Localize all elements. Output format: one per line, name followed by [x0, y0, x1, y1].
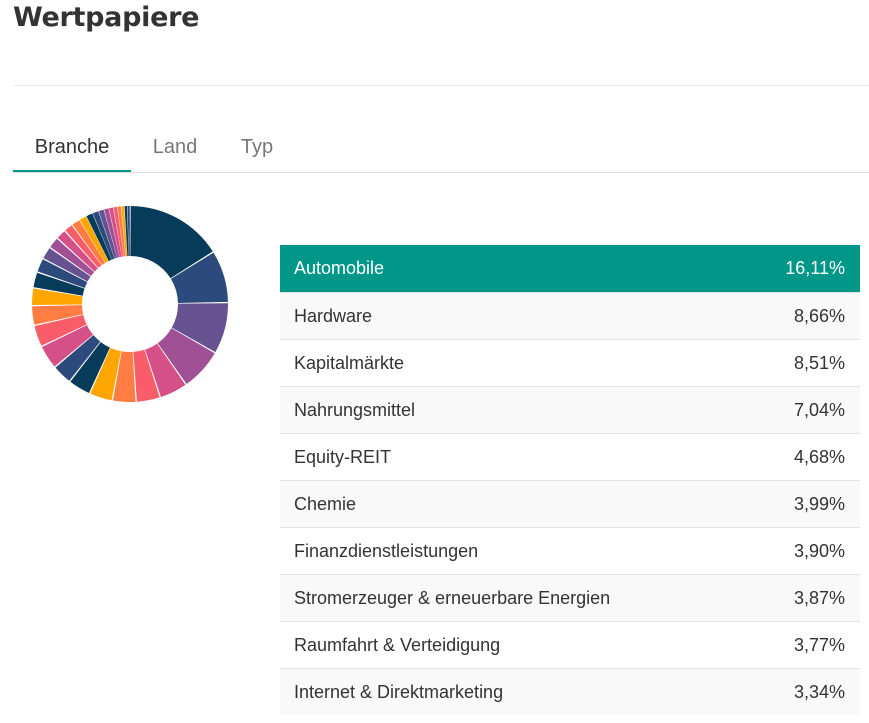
- industry-name: Kapitalmärkte: [294, 352, 405, 373]
- tab-land[interactable]: Land: [152, 136, 198, 158]
- table-row[interactable]: Raumfahrt & Verteidigung 3,77%: [280, 621, 860, 668]
- donut-segment-other[interactable]: [104, 208, 120, 258]
- industry-name: Hardware: [294, 305, 373, 326]
- donut-segment[interactable]: [171, 303, 228, 353]
- industry-name: Nahrungsmittel: [294, 399, 416, 420]
- donut-segment[interactable]: [130, 206, 213, 279]
- industry-name: Raumfahrt & Verteidigung: [294, 634, 501, 655]
- industry-percent: 7,04%: [793, 399, 845, 420]
- industry-percent: 8,66%: [793, 305, 845, 326]
- table-row[interactable]: Equity-REIT 4,68%: [280, 433, 860, 480]
- tab-typ[interactable]: Typ: [240, 136, 274, 158]
- donut-segment-other[interactable]: [72, 220, 106, 266]
- donut-segment[interactable]: [70, 342, 110, 394]
- donut-segment-other[interactable]: [79, 216, 109, 263]
- donut-segment-other[interactable]: [37, 259, 88, 289]
- donut-segment-other[interactable]: [33, 272, 85, 296]
- donut-segment[interactable]: [157, 328, 215, 385]
- donut-segment-other[interactable]: [41, 325, 94, 367]
- table-row[interactable]: Kapitalmärkte 8,51%: [280, 339, 860, 386]
- donut-segment-other[interactable]: [50, 238, 95, 277]
- table-row[interactable]: Hardware 8,66%: [280, 292, 860, 339]
- donut-segment[interactable]: [170, 252, 228, 303]
- donut-segment-other[interactable]: [32, 305, 84, 325]
- donut-segment-other[interactable]: [43, 248, 91, 282]
- donut-segment-other[interactable]: [92, 211, 115, 260]
- industry-percent: 4,68%: [793, 446, 845, 467]
- industry-percent: 8,51%: [793, 352, 845, 373]
- donut-segment-other[interactable]: [86, 213, 112, 262]
- industry-percent: 3,77%: [793, 634, 845, 655]
- donut-segment-other[interactable]: [98, 209, 118, 259]
- table-row[interactable]: Finanzdienstleistungen 3,90%: [280, 527, 860, 574]
- table-row[interactable]: Nahrungsmittel 7,04%: [280, 386, 860, 433]
- industry-name: Stromerzeuger & erneuerbare Energien: [294, 587, 611, 608]
- donut-segment-other[interactable]: [57, 231, 98, 272]
- donut-segment-other[interactable]: [113, 206, 124, 257]
- donut-segment-other[interactable]: [127, 206, 130, 257]
- industry-percent: 16,11%: [785, 258, 845, 278]
- industry-donut-chart[interactable]: [30, 204, 230, 404]
- donut-segment[interactable]: [55, 335, 101, 381]
- industry-name: Internet & Direktmarketing: [294, 681, 504, 702]
- table-row[interactable]: Chemie 3,99%: [280, 480, 860, 527]
- industry-name: Finanzdienstleistungen: [294, 540, 479, 561]
- table-row[interactable]: Stromerzeuger & erneuerbare Energien 3,87…: [280, 574, 860, 621]
- donut-segment-other[interactable]: [65, 225, 102, 268]
- industry-name: Automobile: [294, 258, 385, 278]
- industry-table: Automobile 16,11% Hardware 8,66% Kapitalmärk…: [280, 245, 860, 715]
- header-divider: [13, 85, 869, 86]
- industry-name: Chemie: [294, 493, 357, 514]
- tab-branche[interactable]: Branche: [13, 122, 131, 172]
- donut-segment-other[interactable]: [32, 288, 83, 305]
- industry-name: Equity-REIT: [294, 446, 392, 467]
- donut-segment-other[interactable]: [121, 206, 128, 257]
- donut-segment[interactable]: [133, 349, 160, 402]
- table-row[interactable]: Automobile 16,11%: [280, 245, 860, 292]
- donut-segment-other[interactable]: [34, 314, 87, 346]
- donut-segment[interactable]: [112, 351, 136, 402]
- industry-percent: 3,90%: [793, 540, 845, 561]
- donut-segment-other[interactable]: [117, 206, 126, 257]
- tab-bar: Branche Land Typ: [13, 122, 869, 173]
- industry-percent: 3,87%: [793, 587, 845, 608]
- industry-percent: 3,34%: [793, 681, 845, 702]
- donut-segment-other[interactable]: [108, 207, 122, 258]
- page-title: Wertpapiere: [13, 2, 200, 33]
- donut-segment[interactable]: [90, 347, 122, 401]
- table-row[interactable]: Internet & Direktmarketing 3,34%: [280, 668, 860, 715]
- donut-segment[interactable]: [145, 343, 186, 397]
- industry-percent: 3,99%: [793, 493, 845, 514]
- donut-segment-other[interactable]: [124, 206, 129, 257]
